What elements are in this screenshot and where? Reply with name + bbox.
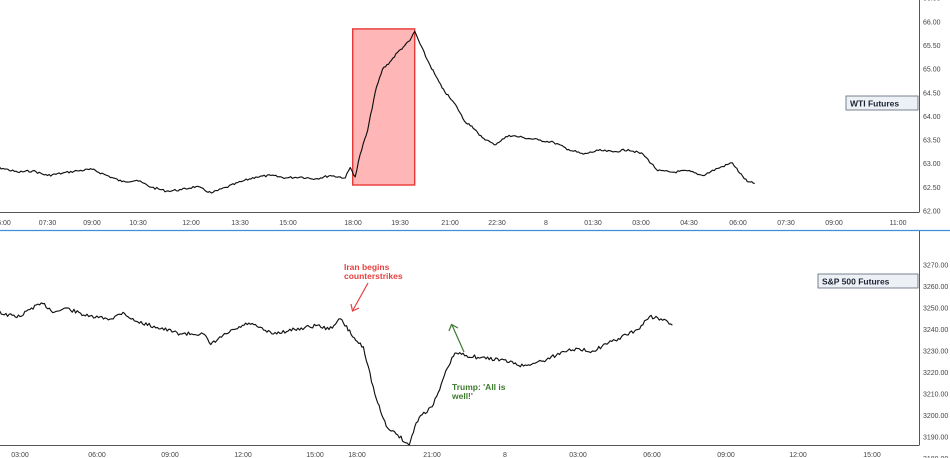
spx-y-tick-label: 3190.00 [923, 435, 948, 442]
annotation-text-line: Iran begins [344, 262, 390, 272]
spx-y-tick-label: 3200.00 [923, 413, 948, 420]
wti-x-tick-label: 11:00 [890, 220, 907, 227]
wti-y-tick-label: 65.00 [923, 67, 941, 74]
wti-y-tick-label: 63.50 [923, 138, 941, 145]
wti-x-tick-label: 03:00 [632, 220, 650, 227]
annotation-arrow-head [448, 323, 459, 332]
spx-x-tick-label: 21:00 [423, 452, 441, 458]
wti-x-tick-label: 04:30 [680, 220, 698, 227]
annotation-iran-counterstrikes: Iran begins counterstrikes [344, 262, 403, 312]
wti-y-tick-label: 64.00 [923, 114, 941, 121]
wti-x-ticks: 6:00 07:30 09:00 10:30 12:00 13:30 15:00 18:00 1… [0, 220, 907, 227]
wti-x-tick-label: 07:30 [777, 220, 795, 227]
annotation-arrow-shaft [451, 324, 465, 353]
wti-x-tick-label: 13:30 [231, 220, 249, 227]
wti-x-tick-label: 19:30 [391, 220, 409, 227]
spx-x-tick-label: 12:00 [234, 452, 252, 458]
spx-y-tick-label: 3230.00 [923, 349, 948, 356]
wti-legend-label: WTI Futures [850, 99, 899, 109]
wti-legend: WTI Futures [845, 95, 919, 111]
annotation-text-line: well!' [451, 391, 473, 401]
wti-y-tick-label: 64.50 [923, 90, 941, 97]
wti-x-tick-label: 21:00 [441, 220, 459, 227]
spx-panel: 3270.00 3260.00 3250.00 3240.00 3230.00 3220.… [0, 231, 948, 458]
wti-y-tick-label: 63.00 [923, 161, 941, 168]
spx-x-tick-label: 03:00 [11, 452, 29, 458]
spx-x-tick-label: 15:00 [306, 452, 324, 458]
wti-y-tick-label: 65.50 [923, 43, 941, 50]
wti-spike-highlight [352, 28, 416, 186]
wti-x-tick-label: 18:00 [344, 220, 362, 227]
wti-x-tick-label: 15:00 [279, 220, 297, 227]
wti-y-tick-label: 62.50 [923, 185, 941, 192]
annotation-trump-all-is-well: Trump: 'All is well!' [448, 323, 506, 401]
wti-x-tick-label: 8 [544, 220, 548, 227]
wti-x-tick-label: 09:00 [825, 220, 843, 227]
spx-y-tick-label: 3220.00 [923, 370, 948, 377]
spx-x-tick-label: 18:00 [348, 452, 366, 458]
spx-y-tick-label: 3240.00 [923, 327, 948, 334]
wti-y-ticks: 66.50 66.00 65.50 65.00 64.50 64.00 63.50 63.00… [923, 0, 941, 216]
spx-y-tick-label: 3260.00 [923, 284, 948, 291]
wti-x-tick-label: 10:30 [129, 220, 147, 227]
wti-panel: 66.50 66.00 65.50 65.00 64.50 64.00 63.50 63.00… [0, 0, 941, 227]
spx-x-tick-label: 12:00 [789, 452, 807, 458]
spx-x-tick-label: 06:00 [643, 452, 661, 458]
wti-x-tick-label: 01:30 [584, 220, 602, 227]
annotation-arrow-head [350, 303, 360, 312]
wti-y-tick-label: 62.00 [923, 209, 941, 216]
wti-x-tick-label: 06:00 [729, 220, 747, 227]
wti-y-tick-label: 66.00 [923, 19, 941, 26]
spx-y-tick-label: 3250.00 [923, 306, 948, 313]
spx-x-tick-label: 09:00 [161, 452, 179, 458]
wti-x-tick-label: 09:00 [83, 220, 101, 227]
annotation-arrow-shaft [352, 282, 369, 311]
wti-x-tick-label: 6:00 [0, 220, 11, 227]
annotation-text-line: counterstrikes [344, 271, 403, 281]
spx-x-tick-label: 8 [503, 452, 507, 458]
spx-legend-label: S&P 500 Futures [822, 277, 890, 287]
wti-x-tick-label: 22:30 [488, 220, 506, 227]
wti-x-tick-label: 07:30 [39, 220, 57, 227]
spx-price-line [0, 302, 673, 447]
annotation-text-line: Trump: 'All is [452, 382, 506, 392]
spx-y-tick-label: 3180.00 [923, 456, 948, 458]
spx-x-tick-label: 03:00 [569, 452, 587, 458]
spx-y-ticks: 3270.00 3260.00 3250.00 3240.00 3230.00 3220.… [923, 263, 948, 458]
wti-x-tick-label: 12:00 [182, 220, 200, 227]
spx-x-tick-label: 15:00 [863, 452, 881, 458]
spx-y-tick-label: 3210.00 [923, 392, 948, 399]
spx-x-tick-label: 09:00 [717, 452, 735, 458]
spx-x-tick-label: 06:00 [88, 452, 106, 458]
wti-y-tick-label: 66.50 [923, 0, 941, 3]
spx-y-tick-label: 3270.00 [923, 263, 948, 270]
spx-x-ticks: 03:00 06:00 09:00 12:00 15:00 18:00 21:00 8 03:0… [11, 452, 881, 458]
wti-price-line [0, 30, 755, 194]
spx-legend: S&P 500 Futures [817, 273, 919, 289]
